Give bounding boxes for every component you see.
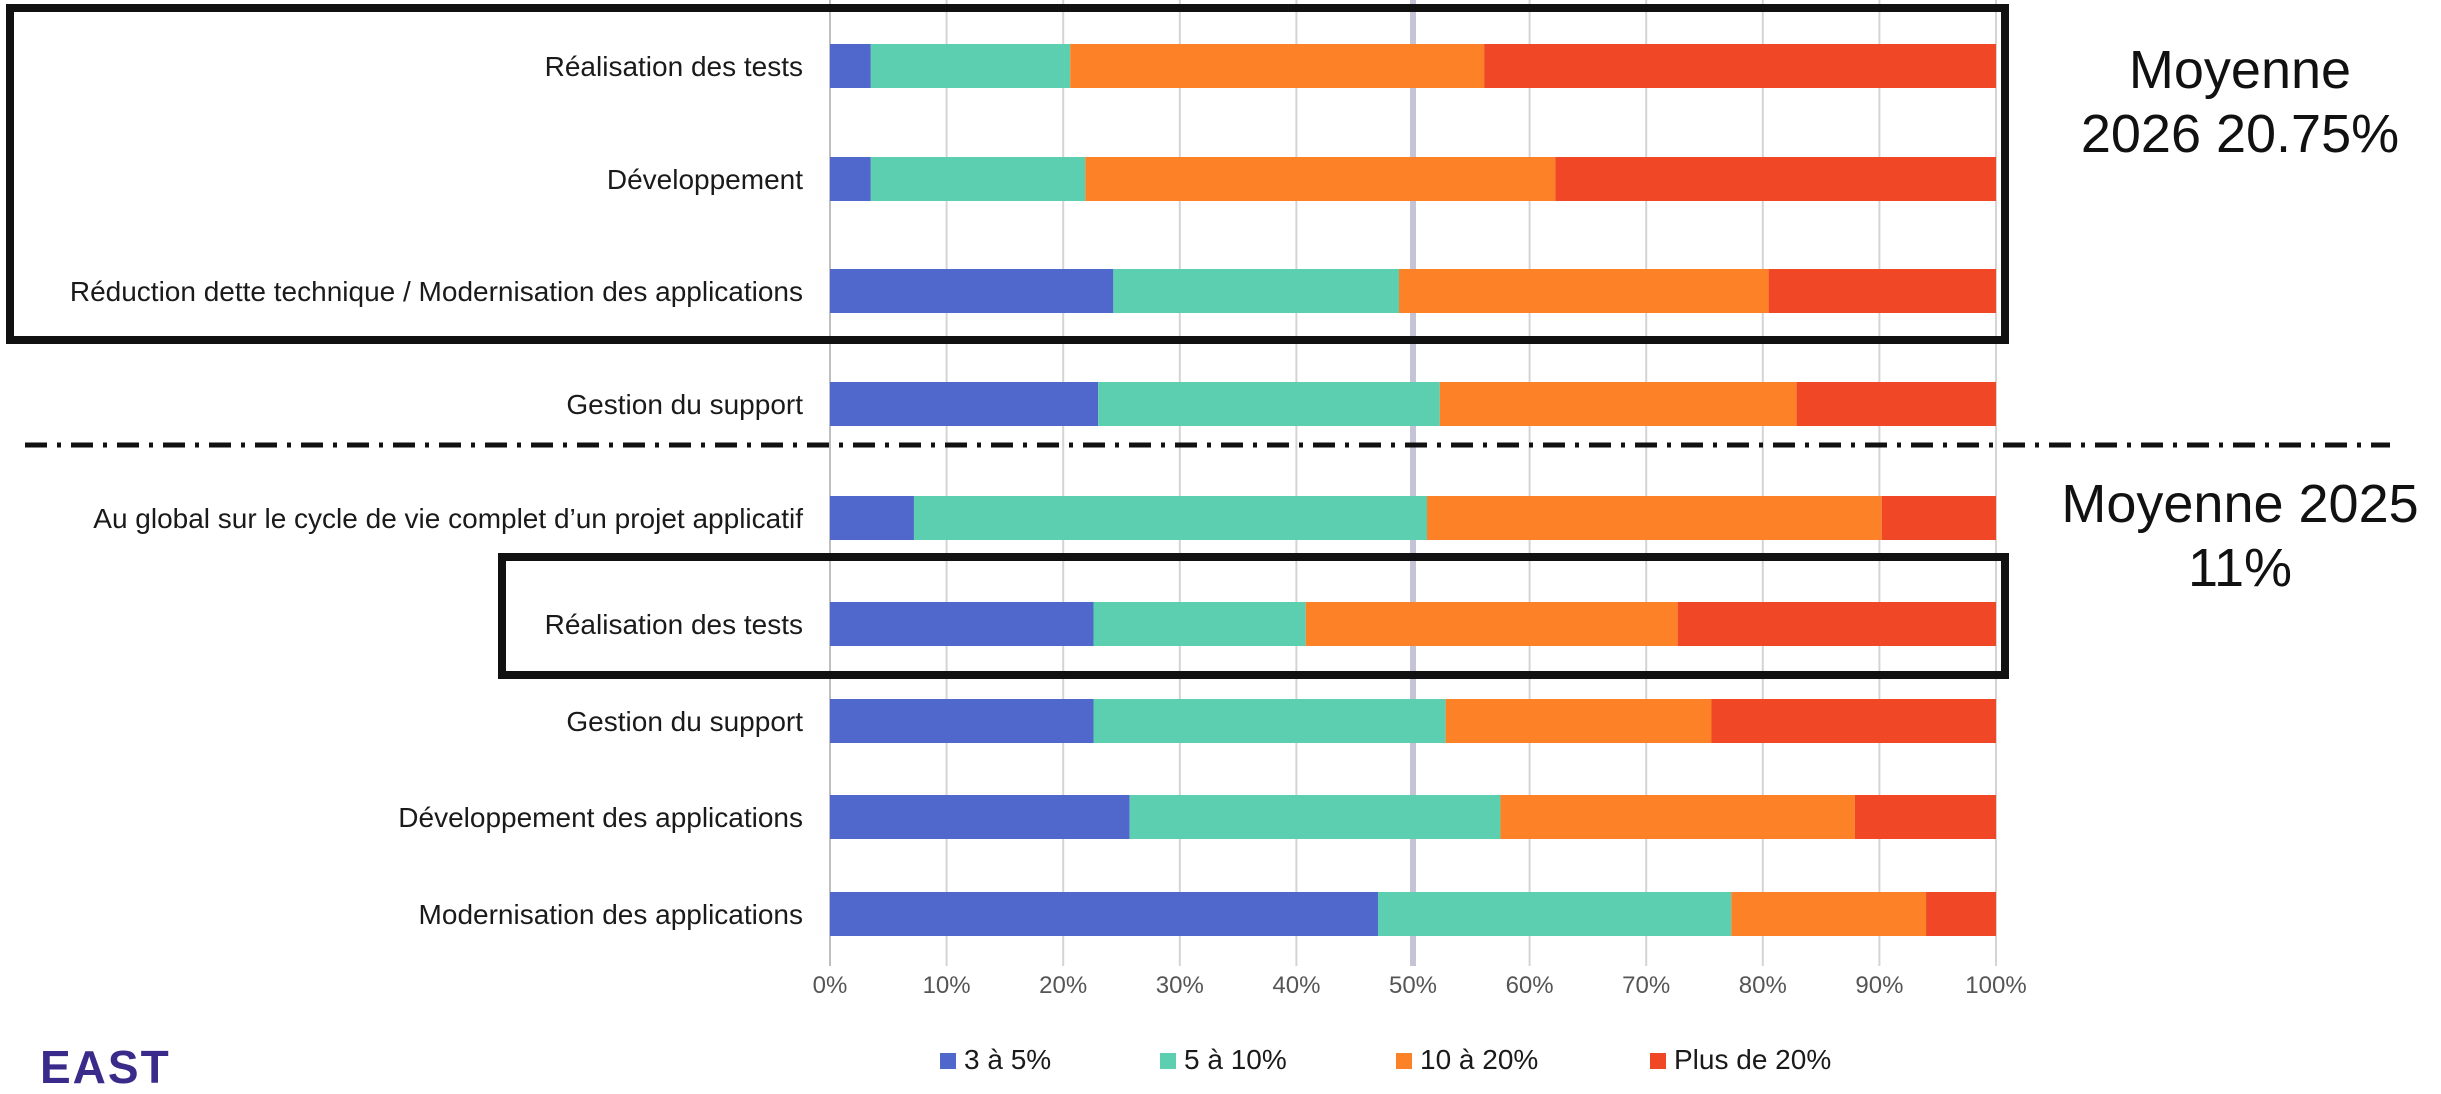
bar-1-row-7 bbox=[830, 699, 1094, 743]
bar-1-row-3 bbox=[830, 269, 1114, 313]
x-tick-label: 50% bbox=[1389, 972, 1437, 999]
category-label: Réduction dette technique / Modernisatio… bbox=[70, 276, 803, 307]
average-2026-line1: Moyenne bbox=[2128, 40, 2352, 100]
bar-3-row-6 bbox=[1305, 602, 1678, 646]
average-2026-line2: 2026 20.75% bbox=[2080, 104, 2400, 164]
x-tick-label: 100% bbox=[1965, 972, 2026, 999]
category-label: Réalisation des tests bbox=[545, 51, 803, 82]
bar-2-row-3 bbox=[1113, 269, 1400, 313]
x-tick-label: 40% bbox=[1272, 972, 1320, 999]
bar-1-row-2 bbox=[830, 157, 871, 201]
bar-4-row-9 bbox=[1926, 892, 1996, 936]
x-tick-label: 0% bbox=[813, 972, 848, 999]
bar-1-row-8 bbox=[830, 795, 1130, 839]
bar-3-row-8 bbox=[1500, 795, 1855, 839]
category-label: Au global sur le cycle de vie complet d’… bbox=[93, 503, 803, 534]
bar-4-row-5 bbox=[1881, 496, 1996, 540]
average-2025-line2: 11% bbox=[2187, 538, 2293, 598]
company-logo: EAST bbox=[40, 1041, 171, 1093]
bar-3-row-4 bbox=[1439, 382, 1797, 426]
bar-4-row-4 bbox=[1796, 382, 1996, 426]
bar-3-row-5 bbox=[1426, 496, 1882, 540]
bar-2-row-7 bbox=[1093, 699, 1446, 743]
frame-2026-group bbox=[6, 4, 2009, 344]
bar-3-row-1 bbox=[1070, 44, 1485, 88]
bar-2-row-2 bbox=[870, 157, 1086, 201]
bar-3-row-2 bbox=[1085, 157, 1556, 201]
bar-1-row-1 bbox=[830, 44, 871, 88]
bar-4-row-2 bbox=[1555, 157, 1996, 201]
legend-swatch bbox=[1160, 1053, 1176, 1069]
bar-4-row-8 bbox=[1854, 795, 1996, 839]
category-label: Gestion du support bbox=[566, 389, 803, 420]
x-tick-label: 60% bbox=[1506, 972, 1554, 999]
bar-2-row-5 bbox=[913, 496, 1427, 540]
category-labels: Réalisation des tests Développement Réduct… bbox=[70, 51, 803, 930]
bar-1-row-4 bbox=[830, 382, 1099, 426]
x-axis-ticks: 0% 10% 20% 30% 40% 50% 60% 70% 80% 90% 100% bbox=[813, 972, 2027, 999]
bar-2-row-1 bbox=[870, 44, 1071, 88]
frame-2025-tests bbox=[498, 553, 2009, 679]
bar-2-row-4 bbox=[1098, 382, 1440, 426]
x-tick-label: 90% bbox=[1855, 972, 1903, 999]
category-label: Développement bbox=[607, 164, 803, 195]
bar-3-row-9 bbox=[1731, 892, 1927, 936]
legend-swatch bbox=[1396, 1053, 1412, 1069]
bar-2-row-6 bbox=[1093, 602, 1306, 646]
bar-3-row-7 bbox=[1445, 699, 1712, 743]
legend-label: 10 à 20% bbox=[1420, 1044, 1538, 1071]
legend-label: Plus de 20% bbox=[1674, 1044, 1831, 1071]
average-2025-line1: Moyenne 2025 bbox=[2061, 474, 2419, 534]
average-2026-callout: Moyenne 2026 20.75% bbox=[2060, 38, 2420, 166]
average-2025-callout: Moyenne 2025 11% bbox=[2040, 472, 2440, 600]
bar-4-row-6 bbox=[1677, 602, 1996, 646]
x-tick-label: 10% bbox=[923, 972, 971, 999]
category-label: Développement des applications bbox=[398, 802, 803, 833]
bar-4-row-3 bbox=[1768, 269, 1996, 313]
category-label: Réalisation des tests bbox=[545, 609, 803, 640]
bar-1-row-6 bbox=[830, 602, 1094, 646]
highlight-frames bbox=[6, 4, 2390, 679]
x-tick-label: 70% bbox=[1622, 972, 1670, 999]
x-tick-label: 30% bbox=[1156, 972, 1204, 999]
bar-2-row-9 bbox=[1378, 892, 1732, 936]
bar-1-row-5 bbox=[830, 496, 914, 540]
stacked-bar-chart: Réalisation des tests Développement Réduct… bbox=[6, 0, 2390, 1071]
bars-layer bbox=[830, 44, 1996, 936]
bar-4-row-7 bbox=[1711, 699, 1996, 743]
bar-1-row-9 bbox=[830, 892, 1379, 936]
legend-label: 3 à 5% bbox=[964, 1044, 1051, 1071]
legend: 3 à 5% 5 à 10% 10 à 20% Plus de 20% bbox=[940, 1044, 1831, 1071]
bar-4-row-1 bbox=[1484, 44, 1996, 88]
bar-3-row-3 bbox=[1399, 269, 1769, 313]
category-label: Modernisation des applications bbox=[419, 899, 803, 930]
legend-label: 5 à 10% bbox=[1184, 1044, 1287, 1071]
legend-swatch bbox=[940, 1053, 956, 1069]
bar-2-row-8 bbox=[1129, 795, 1501, 839]
legend-swatch bbox=[1650, 1053, 1666, 1069]
x-tick-label: 80% bbox=[1739, 972, 1787, 999]
category-label: Gestion du support bbox=[566, 706, 803, 737]
x-tick-label: 20% bbox=[1039, 972, 1087, 999]
